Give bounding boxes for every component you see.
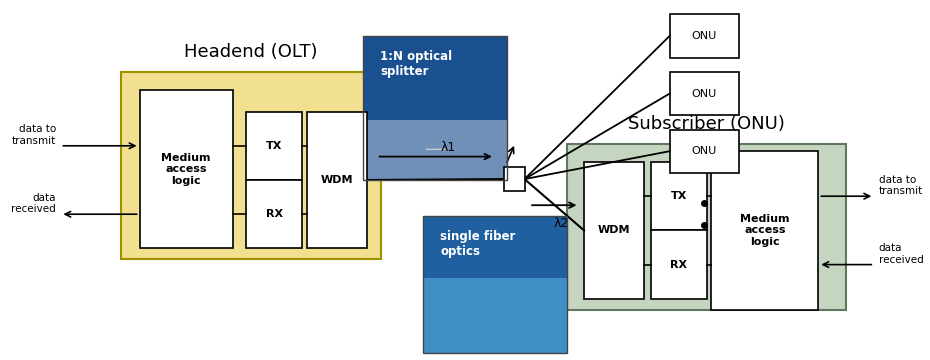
Text: data
received: data received [879, 243, 923, 265]
Bar [121, 72, 381, 259]
Bar [567, 144, 846, 310]
Text: ONU: ONU [692, 146, 717, 156]
Text: RX: RX [266, 209, 283, 219]
Text: data to
transmit: data to transmit [11, 124, 56, 146]
Bar [246, 180, 302, 248]
Bar [670, 130, 739, 173]
Bar [584, 162, 644, 299]
Bar [246, 112, 302, 180]
Text: ━━━━: ━━━━ [425, 145, 445, 154]
Text: Subscriber (ONU): Subscriber (ONU) [629, 115, 785, 133]
Text: single fiber
optics: single fiber optics [441, 230, 516, 258]
Text: ONU: ONU [692, 89, 717, 99]
Bar [651, 230, 707, 299]
Bar [363, 36, 507, 180]
Text: λ1: λ1 [441, 141, 456, 154]
Bar [307, 112, 367, 248]
Text: TX: TX [671, 191, 687, 201]
Bar [363, 120, 507, 180]
Bar [140, 90, 232, 248]
Bar [711, 151, 818, 310]
Text: WDM: WDM [321, 175, 353, 185]
Text: λ2: λ2 [554, 217, 569, 230]
Text: WDM: WDM [598, 225, 631, 235]
Bar [363, 36, 507, 180]
Bar [651, 162, 707, 230]
Bar [504, 167, 525, 191]
Bar [423, 278, 567, 353]
Text: data
received: data received [11, 193, 56, 214]
Text: ONU: ONU [692, 31, 717, 41]
Bar [670, 72, 739, 115]
Text: Medium
access
logic: Medium access logic [740, 214, 790, 247]
Text: data to
transmit: data to transmit [879, 175, 923, 196]
Text: Medium
access
logic: Medium access logic [161, 153, 211, 186]
Text: 1:N optical
splitter: 1:N optical splitter [380, 50, 452, 78]
Text: RX: RX [671, 260, 687, 270]
Bar [423, 216, 567, 353]
Bar [423, 216, 567, 353]
Bar [670, 14, 739, 58]
Text: Headend (OLT): Headend (OLT) [184, 43, 318, 61]
Text: TX: TX [266, 141, 283, 151]
